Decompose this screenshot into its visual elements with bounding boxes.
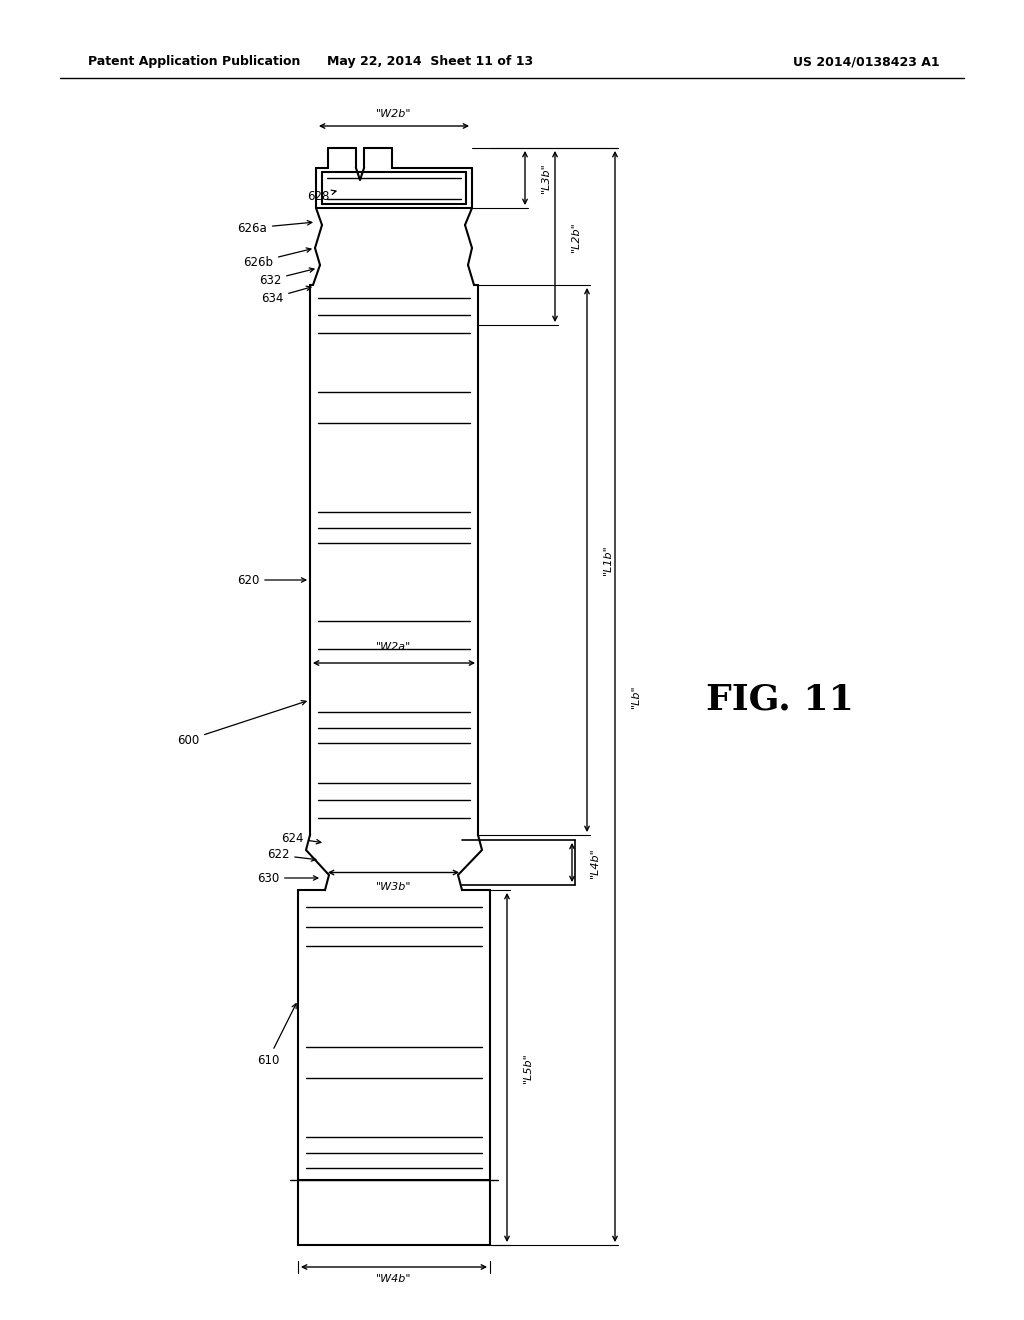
Text: Patent Application Publication: Patent Application Publication (88, 55, 300, 69)
Text: "L1b": "L1b" (603, 545, 613, 576)
Text: 622: 622 (266, 849, 315, 862)
Text: 634: 634 (261, 286, 311, 305)
Text: 626b: 626b (243, 248, 311, 268)
Text: 620: 620 (237, 573, 306, 586)
Text: 626a: 626a (238, 220, 312, 235)
Text: "W2a": "W2a" (377, 642, 412, 652)
Text: "W2b": "W2b" (376, 110, 412, 119)
Text: 610: 610 (257, 1003, 296, 1067)
Text: May 22, 2014  Sheet 11 of 13: May 22, 2014 Sheet 11 of 13 (327, 55, 534, 69)
Text: "L3b": "L3b" (541, 162, 551, 193)
Text: 600: 600 (177, 701, 306, 747)
Text: FIG. 11: FIG. 11 (707, 682, 854, 717)
Text: US 2014/0138423 A1: US 2014/0138423 A1 (794, 55, 940, 69)
Text: "L2b": "L2b" (571, 222, 581, 252)
Text: "W3b": "W3b" (376, 883, 412, 892)
Text: 630: 630 (257, 871, 317, 884)
Text: 628: 628 (307, 190, 336, 202)
Text: "L4b": "L4b" (590, 847, 600, 878)
Text: 624: 624 (281, 832, 321, 845)
Text: "W4b": "W4b" (376, 1274, 412, 1284)
Text: "L5b": "L5b" (523, 1052, 534, 1082)
Text: 632: 632 (259, 268, 314, 286)
Text: "Lb": "Lb" (631, 685, 641, 709)
